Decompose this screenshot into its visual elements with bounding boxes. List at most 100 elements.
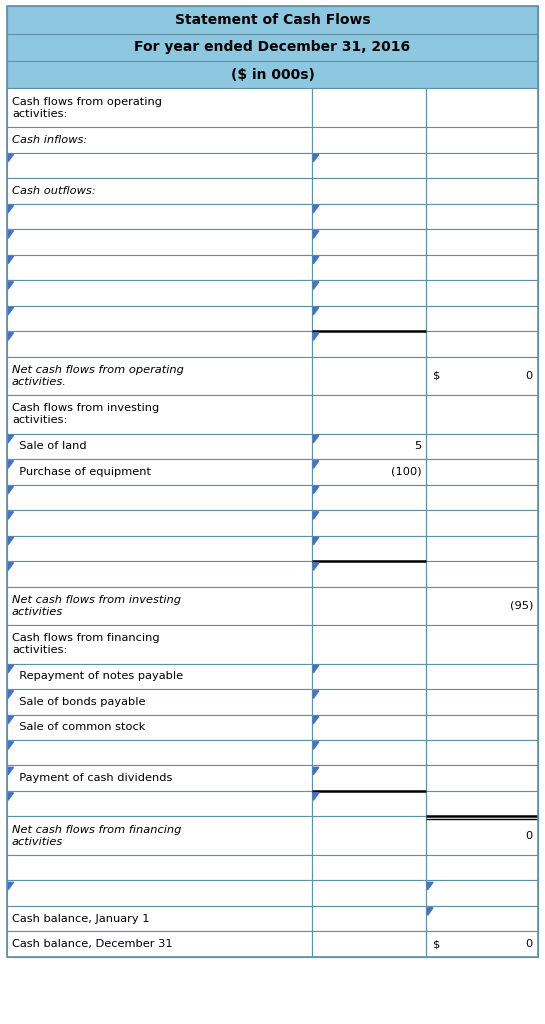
- Bar: [312, 178, 427, 204]
- Bar: [312, 459, 427, 484]
- Bar: [312, 536, 427, 561]
- Text: $: $: [433, 939, 441, 949]
- Bar: [7, 331, 312, 356]
- Polygon shape: [8, 883, 14, 890]
- Bar: [7, 740, 312, 766]
- Text: Cash balance, December 31: Cash balance, December 31: [12, 939, 173, 949]
- Bar: [7, 855, 312, 881]
- Polygon shape: [8, 538, 14, 545]
- Text: ($ in 000s): ($ in 000s): [231, 68, 314, 82]
- Bar: [427, 510, 538, 536]
- Text: 5: 5: [414, 441, 421, 452]
- Bar: [7, 689, 312, 715]
- Bar: [312, 932, 427, 957]
- Bar: [427, 356, 538, 395]
- Bar: [312, 855, 427, 881]
- Bar: [427, 88, 538, 127]
- Bar: [7, 229, 312, 255]
- Bar: [7, 305, 312, 331]
- Bar: [7, 906, 312, 932]
- Polygon shape: [8, 282, 14, 290]
- Bar: [7, 791, 312, 816]
- Bar: [312, 625, 427, 664]
- Polygon shape: [8, 486, 14, 494]
- Bar: [7, 484, 312, 510]
- Bar: [7, 153, 312, 178]
- Text: Cash outflows:: Cash outflows:: [12, 185, 95, 196]
- Bar: [427, 305, 538, 331]
- Bar: [312, 740, 427, 766]
- Bar: [7, 932, 312, 957]
- Bar: [427, 484, 538, 510]
- Polygon shape: [8, 512, 14, 519]
- Bar: [7, 816, 312, 855]
- Bar: [312, 280, 427, 305]
- Polygon shape: [313, 435, 319, 442]
- Bar: [7, 625, 312, 664]
- Bar: [312, 88, 427, 127]
- Bar: [312, 255, 427, 280]
- Bar: [427, 127, 538, 153]
- Bar: [427, 816, 538, 855]
- Polygon shape: [8, 691, 14, 698]
- Bar: [427, 395, 538, 433]
- Bar: [7, 61, 538, 88]
- Bar: [7, 395, 312, 433]
- Polygon shape: [8, 155, 14, 162]
- Bar: [427, 791, 538, 816]
- Bar: [427, 153, 538, 178]
- Bar: [7, 664, 312, 689]
- Bar: [312, 484, 427, 510]
- Text: Cash flows from operating
activities:: Cash flows from operating activities:: [12, 96, 162, 119]
- Bar: [427, 433, 538, 459]
- Text: Sale of common stock: Sale of common stock: [12, 722, 146, 732]
- Polygon shape: [313, 666, 319, 673]
- Polygon shape: [313, 793, 319, 801]
- Bar: [312, 395, 427, 433]
- Text: Net cash flows from operating
activities.: Net cash flows from operating activities…: [12, 365, 184, 387]
- Bar: [427, 881, 538, 906]
- Text: Sale of land: Sale of land: [12, 441, 87, 452]
- Polygon shape: [427, 883, 433, 890]
- Bar: [7, 178, 312, 204]
- Bar: [312, 881, 427, 906]
- Polygon shape: [313, 230, 319, 239]
- Polygon shape: [313, 717, 319, 724]
- Polygon shape: [313, 741, 319, 750]
- Polygon shape: [313, 307, 319, 314]
- Bar: [7, 356, 312, 395]
- Bar: [7, 881, 312, 906]
- Text: Statement of Cash Flows: Statement of Cash Flows: [175, 12, 370, 27]
- Text: Cash flows from investing
activities:: Cash flows from investing activities:: [12, 403, 159, 425]
- Text: Cash balance, January 1: Cash balance, January 1: [12, 913, 149, 924]
- Polygon shape: [8, 717, 14, 724]
- Polygon shape: [313, 155, 319, 162]
- Polygon shape: [313, 512, 319, 519]
- Bar: [427, 255, 538, 280]
- Bar: [312, 689, 427, 715]
- Bar: [7, 459, 312, 484]
- Bar: [312, 204, 427, 229]
- Polygon shape: [8, 793, 14, 801]
- Bar: [312, 664, 427, 689]
- Bar: [427, 587, 538, 625]
- Text: (95): (95): [510, 601, 533, 610]
- Text: Net cash flows from investing
activities: Net cash flows from investing activities: [12, 595, 181, 616]
- Bar: [312, 153, 427, 178]
- Bar: [7, 255, 312, 280]
- Bar: [427, 855, 538, 881]
- Polygon shape: [313, 333, 319, 340]
- Bar: [7, 510, 312, 536]
- Polygon shape: [313, 256, 319, 264]
- Polygon shape: [313, 767, 319, 775]
- Polygon shape: [8, 767, 14, 775]
- Bar: [7, 88, 312, 127]
- Bar: [7, 34, 538, 61]
- Polygon shape: [313, 563, 319, 570]
- Bar: [7, 433, 312, 459]
- Polygon shape: [313, 282, 319, 290]
- Bar: [312, 331, 427, 356]
- Bar: [427, 459, 538, 484]
- Polygon shape: [427, 908, 433, 915]
- Bar: [7, 127, 312, 153]
